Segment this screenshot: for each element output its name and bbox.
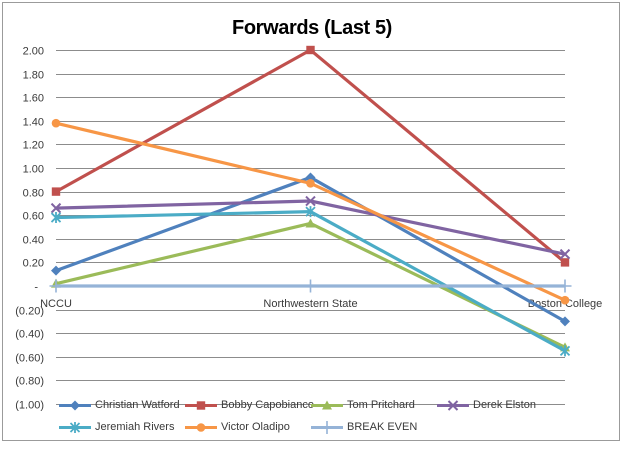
circle-marker-icon	[51, 118, 61, 128]
diamond-marker-icon	[51, 265, 61, 276]
x-marker-icon	[559, 248, 571, 260]
y-tick-label: 1.20	[23, 140, 44, 152]
asterisk-marker-icon	[50, 212, 62, 224]
y-tick-label: 0.40	[23, 235, 44, 247]
legend-label: Bobby Capobianco	[221, 399, 314, 411]
square-marker-icon	[51, 187, 61, 196]
legend-label: Christian Watford	[95, 399, 180, 411]
legend-row: Christian Watford Bobby Capobianco Tom Pri…	[58, 394, 598, 416]
legend-label: BREAK EVEN	[347, 421, 418, 433]
square-marker-icon	[560, 258, 570, 267]
x-marker-icon	[305, 195, 316, 207]
circle-marker-icon	[196, 422, 206, 432]
category-label: Northwestern State	[263, 298, 357, 310]
plus-legend-marker-icon	[311, 420, 343, 434]
plus-marker-icon	[320, 420, 334, 434]
chart-title: Forwards (Last 5)	[232, 17, 392, 39]
asterisk-legend-marker-icon	[59, 421, 91, 433]
y-tick-label: 0.80	[23, 188, 44, 200]
square-marker-icon	[196, 400, 206, 410]
legend-item-break-even: BREAK EVEN	[310, 420, 436, 434]
legend-row: Jeremiah Rivers Victor Oladipo BREAK EVEN	[58, 416, 598, 438]
asterisk-marker-icon	[69, 421, 81, 433]
y-tick-label: 0.20	[23, 258, 44, 270]
triangle-legend-marker-icon	[311, 400, 343, 409]
asterisk-marker-icon	[305, 206, 316, 218]
circle-marker-icon	[560, 295, 570, 305]
diamond-marker-icon	[560, 316, 570, 327]
square-legend-marker-icon	[185, 400, 217, 410]
triangle-marker-icon	[305, 218, 316, 228]
legend-label: Jeremiah Rivers	[95, 421, 175, 433]
triangle-marker-icon	[322, 400, 332, 409]
plus-marker-icon	[49, 279, 63, 293]
y-tick-label: 1.40	[23, 117, 44, 129]
y-tick-label: 1.60	[23, 93, 44, 105]
x-marker-icon	[447, 399, 459, 411]
legend-label: Victor Oladipo	[221, 421, 290, 433]
legend-item-victor-oladipo: Victor Oladipo	[184, 421, 310, 434]
circle-legend-marker-icon	[185, 422, 217, 432]
diamond-legend-marker-icon	[59, 400, 91, 410]
plus-marker-icon	[558, 279, 572, 293]
series-line-bobby-capobianco	[55, 48, 567, 264]
y-tick-label: 0.60	[23, 211, 44, 223]
x-marker-icon	[50, 202, 62, 214]
diamond-marker-icon	[70, 400, 80, 410]
y-tick-label: 1.00	[23, 164, 44, 176]
circle-marker-icon	[306, 179, 315, 188]
legend-label: Derek Elston	[473, 399, 536, 411]
chart-legend: Christian Watford Bobby Capobianco Tom Pri…	[58, 394, 598, 438]
y-tick-label: (1.00)	[15, 400, 44, 412]
y-tick-label: (0.80)	[15, 376, 44, 388]
asterisk-marker-icon	[559, 345, 571, 357]
legend-item-tom-pritchard: Tom Pritchard	[310, 399, 436, 412]
y-tick-label: 2.00	[23, 46, 44, 58]
plus-marker-icon	[304, 279, 317, 293]
y-tick-label: (0.60)	[15, 353, 44, 365]
square-marker-icon	[306, 45, 315, 55]
legend-item-bobby-capobianco: Bobby Capobianco	[184, 399, 314, 412]
category-label: NCCU	[40, 298, 72, 310]
y-tick-label: (0.20)	[15, 306, 44, 318]
legend-item-jeremiah-rivers: Jeremiah Rivers	[58, 421, 184, 434]
y-tick-label: 1.80	[23, 70, 44, 82]
y-tick-label: (0.40)	[15, 329, 44, 341]
x-legend-marker-icon	[437, 399, 469, 411]
y-tick-label: -	[34, 282, 38, 294]
legend-item-derek-elston: Derek Elston	[436, 399, 562, 412]
legend-label: Tom Pritchard	[347, 399, 415, 411]
legend-item-christian-watford: Christian Watford	[58, 399, 184, 412]
